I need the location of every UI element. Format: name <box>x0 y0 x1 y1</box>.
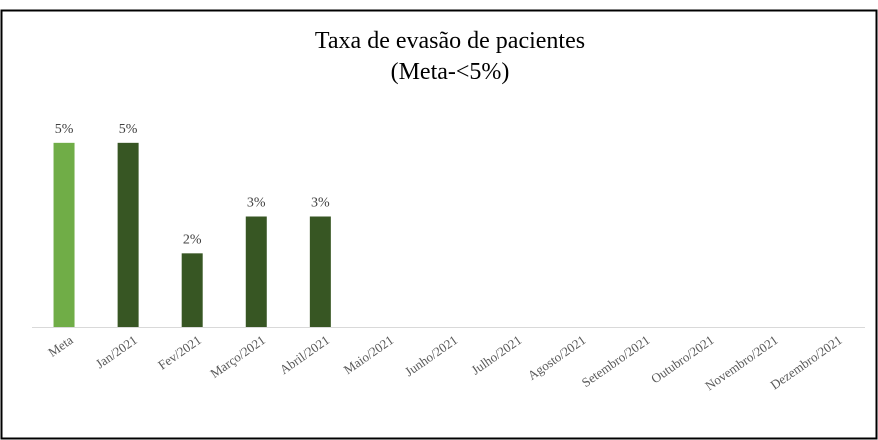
data-label: 3% <box>311 196 330 211</box>
bar <box>245 216 267 327</box>
chart-frame <box>0 9 878 440</box>
data-label: 5% <box>119 122 138 137</box>
data-label: 3% <box>247 196 266 211</box>
bar <box>53 142 75 327</box>
bar <box>181 253 203 327</box>
chart-title: Taxa de evasão de pacientes <box>315 28 585 54</box>
data-label: 2% <box>183 232 202 247</box>
chart-subtitle: (Meta-<5%) <box>391 59 510 85</box>
bar <box>117 142 139 327</box>
bar <box>309 216 331 327</box>
data-label: 5% <box>55 122 74 137</box>
